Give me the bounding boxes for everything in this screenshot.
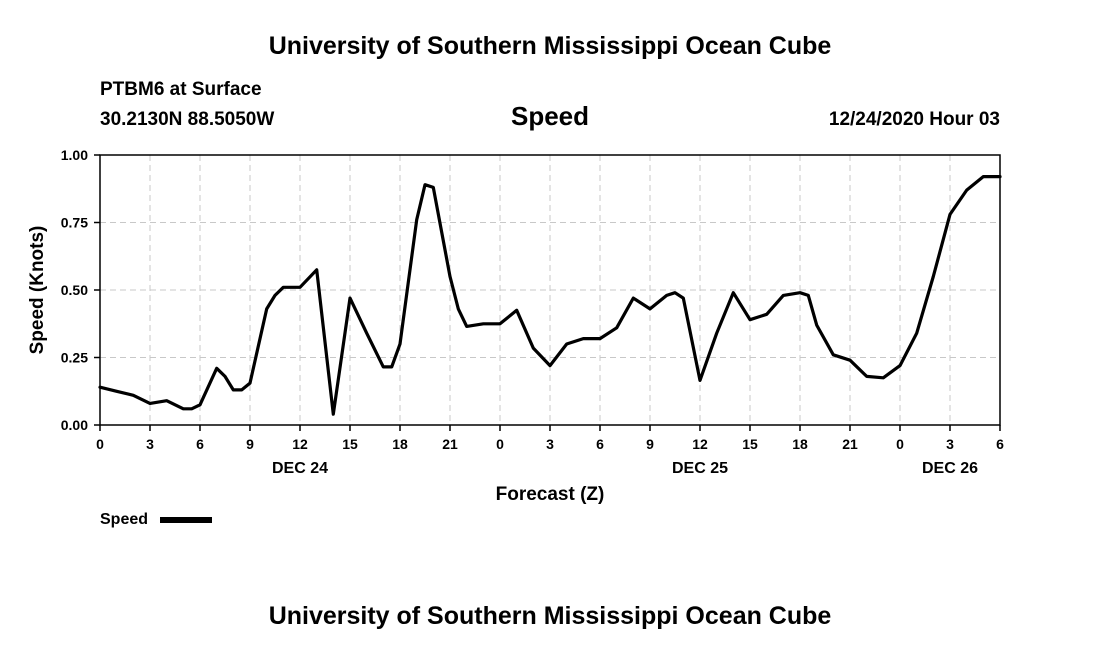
- x-tick-label: 21: [442, 436, 458, 452]
- x-axis: 0 3 6 9 12 15 18 21 0 3 6 9 12 15 18 21 0 3 6: [96, 425, 1004, 452]
- timestamp-label: 12/24/2020 Hour 03: [829, 109, 1000, 130]
- date-label: DEC 25: [672, 460, 728, 477]
- x-tick-label: 12: [292, 436, 308, 452]
- y-axis: 0.00 0.25 0.50 0.75 1.00: [61, 147, 100, 433]
- legend: Speed: [100, 511, 212, 528]
- y-axis-label: Speed (Knots): [27, 226, 48, 355]
- x-tick-label: 6: [196, 436, 204, 452]
- x-tick-label: 6: [996, 436, 1004, 452]
- x-tick-label: 15: [742, 436, 758, 452]
- y-tick-label: 0.75: [61, 215, 88, 231]
- x-tick-label: 3: [146, 436, 154, 452]
- x-tick-label: 12: [692, 436, 708, 452]
- x-tick-label: 0: [496, 436, 504, 452]
- x-tick-label: 3: [946, 436, 954, 452]
- x-tick-label: 9: [246, 436, 254, 452]
- x-tick-label: 18: [792, 436, 808, 452]
- legend-label: Speed: [100, 511, 148, 528]
- y-tick-label: 1.00: [61, 147, 88, 163]
- y-tick-label: 0.00: [61, 417, 88, 433]
- org-title-bottom: University of Southern Mississippi Ocean…: [269, 602, 832, 630]
- legend-swatch: [160, 517, 212, 523]
- grid: [100, 155, 1000, 425]
- x-axis-label: Forecast (Z): [496, 484, 605, 505]
- x-tick-label: 6: [596, 436, 604, 452]
- org-title-top: University of Southern Mississippi Ocean…: [269, 32, 832, 60]
- x-tick-label: 3: [546, 436, 554, 452]
- x-tick-label: 0: [896, 436, 904, 452]
- chart-title: Speed: [511, 101, 589, 131]
- x-tick-label: 9: [646, 436, 654, 452]
- station-label: PTBM6 at Surface: [100, 79, 262, 100]
- x-tick-label: 15: [342, 436, 358, 452]
- coordinates-label: 30.2130N 88.5050W: [100, 109, 274, 130]
- y-tick-label: 0.50: [61, 282, 88, 298]
- date-label: DEC 26: [922, 460, 978, 477]
- x-tick-label: 0: [96, 436, 104, 452]
- series-layer: [98, 175, 1002, 416]
- speed-line: [98, 175, 1002, 416]
- x-tick-label: 21: [842, 436, 858, 452]
- date-labels: DEC 24 DEC 25 DEC 26: [272, 460, 978, 477]
- date-label: DEC 24: [272, 460, 328, 477]
- x-tick-label: 18: [392, 436, 408, 452]
- y-tick-label: 0.25: [61, 350, 88, 366]
